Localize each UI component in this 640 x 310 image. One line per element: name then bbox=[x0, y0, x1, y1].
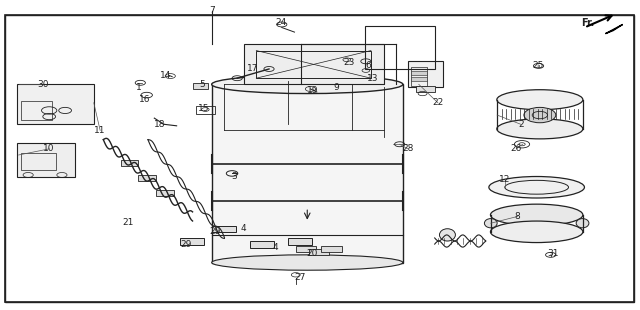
Bar bbox=[411, 68, 427, 86]
Text: 1: 1 bbox=[136, 83, 141, 92]
Ellipse shape bbox=[576, 219, 589, 228]
Bar bbox=[138, 175, 156, 181]
Text: 29: 29 bbox=[180, 240, 192, 249]
Text: 4: 4 bbox=[241, 224, 246, 233]
Bar bbox=[365, 26, 435, 69]
Ellipse shape bbox=[440, 229, 456, 241]
Text: 17: 17 bbox=[247, 64, 259, 73]
Ellipse shape bbox=[497, 90, 583, 110]
Text: 24: 24 bbox=[275, 18, 286, 27]
Text: 10: 10 bbox=[44, 144, 55, 153]
Text: 31: 31 bbox=[547, 249, 558, 258]
Text: 16: 16 bbox=[139, 95, 150, 104]
Text: 11: 11 bbox=[95, 126, 106, 135]
Bar bbox=[256, 51, 371, 78]
Bar bbox=[411, 77, 427, 81]
Text: 19: 19 bbox=[307, 86, 318, 95]
Bar bbox=[17, 143, 75, 176]
Ellipse shape bbox=[489, 176, 584, 198]
Text: 30: 30 bbox=[37, 80, 49, 89]
Text: 15: 15 bbox=[198, 104, 210, 113]
Text: 23: 23 bbox=[343, 58, 355, 67]
Polygon shape bbox=[605, 24, 623, 34]
Bar bbox=[212, 84, 403, 263]
Bar bbox=[17, 84, 94, 124]
Bar bbox=[250, 241, 274, 248]
Text: 6: 6 bbox=[365, 61, 371, 70]
Ellipse shape bbox=[497, 119, 583, 139]
Text: 20: 20 bbox=[307, 249, 318, 258]
Bar bbox=[180, 238, 204, 245]
Text: 9: 9 bbox=[333, 83, 339, 92]
Bar bbox=[193, 83, 209, 89]
Text: 12: 12 bbox=[499, 175, 511, 184]
Text: 29: 29 bbox=[209, 227, 221, 236]
Text: 3: 3 bbox=[231, 172, 237, 181]
Ellipse shape bbox=[490, 221, 583, 242]
Text: 4: 4 bbox=[273, 243, 278, 252]
Text: 21: 21 bbox=[122, 218, 133, 227]
Bar bbox=[415, 86, 435, 92]
Ellipse shape bbox=[490, 204, 583, 226]
Bar bbox=[244, 44, 384, 84]
Bar bbox=[408, 61, 443, 87]
Bar bbox=[296, 246, 316, 252]
Bar bbox=[156, 190, 174, 197]
Text: 26: 26 bbox=[511, 144, 522, 153]
Text: 22: 22 bbox=[432, 98, 444, 107]
Bar bbox=[321, 246, 342, 252]
Text: 28: 28 bbox=[403, 144, 413, 153]
Text: 18: 18 bbox=[154, 120, 165, 129]
Text: 5: 5 bbox=[199, 80, 205, 89]
Text: Fr.: Fr. bbox=[581, 18, 595, 28]
Bar bbox=[120, 160, 138, 166]
Text: 2: 2 bbox=[518, 120, 524, 129]
Ellipse shape bbox=[484, 219, 497, 228]
Bar bbox=[196, 106, 215, 113]
Bar bbox=[308, 249, 329, 255]
Text: 13: 13 bbox=[367, 74, 378, 83]
Bar bbox=[20, 101, 52, 120]
Circle shape bbox=[524, 107, 556, 123]
Text: 27: 27 bbox=[294, 273, 305, 282]
Bar bbox=[20, 153, 56, 170]
Text: 25: 25 bbox=[532, 61, 543, 70]
Ellipse shape bbox=[212, 75, 403, 94]
Text: 8: 8 bbox=[515, 212, 520, 221]
Bar bbox=[212, 226, 236, 232]
Bar bbox=[411, 70, 427, 75]
Text: 7: 7 bbox=[209, 6, 214, 15]
Bar bbox=[288, 238, 312, 245]
Ellipse shape bbox=[212, 255, 403, 270]
Text: 14: 14 bbox=[160, 71, 172, 80]
